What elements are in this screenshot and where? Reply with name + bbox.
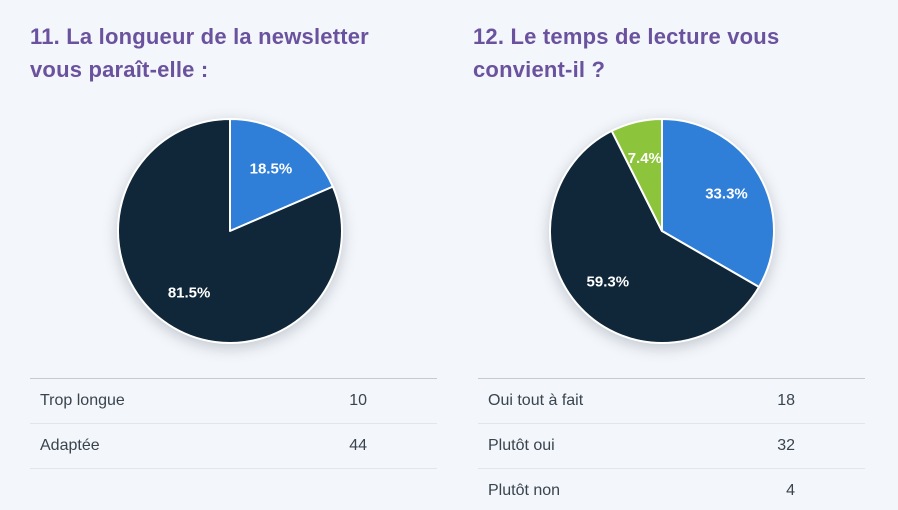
table-row: Oui tout à fait 18 [478,379,865,424]
question-11-table: Trop longue 10 Adaptée 44 [30,378,437,469]
pie-percent-label: 81.5% [168,285,211,302]
answer-count: 18 [777,392,795,409]
pie-percent-label: 7.4% [628,150,662,167]
pie-slice-plut-t-non [610,118,663,232]
question-11-pie-area: 18.5% 81.5% [0,111,449,351]
answer-count: 44 [349,437,367,454]
answer-count: 4 [786,482,795,499]
table-row: Plutôt oui 32 [478,424,865,469]
answer-label: Plutôt non [488,482,561,499]
answer-label: Adaptée [40,437,100,454]
question-12-pie-chart: 33.3% 59.3% 7.4% [549,118,775,344]
question-12-table: Oui tout à fait 18 Plutôt oui 32 Plutôt … [478,378,865,510]
table-row: Adaptée 44 [30,424,437,469]
answer-label: Trop longue [40,392,125,409]
answer-label: Oui tout à fait [488,392,584,409]
pie-percent-label: 33.3% [705,185,748,202]
pie-percent-label: 59.3% [587,274,630,291]
question-12-panel: 12. Le temps de lecture vous convient-il… [449,0,898,510]
pie-slice-oui-tout-fait [661,118,775,288]
answer-count: 32 [777,437,795,454]
question-11-pie-chart: 18.5% 81.5% [117,118,343,344]
table-row: Trop longue 10 [30,379,437,424]
question-11-title: 11. La longueur de la newsletter vous pa… [30,24,369,82]
pie-slice-trop-longue [229,118,334,232]
question-12-pie-area: 33.3% 59.3% 7.4% [449,111,898,351]
pie-slice-plut-t-oui [549,129,760,344]
table-row: Plutôt non 4 [478,469,865,510]
answer-label: Plutôt oui [488,437,555,454]
answer-count: 10 [349,392,367,409]
pie-slice-adapt-e [117,118,343,344]
question-12-title: 12. Le temps de lecture vous convient-il… [473,24,780,82]
question-11-panel: 11. La longueur de la newsletter vous pa… [0,24,449,469]
pie-percent-label: 18.5% [250,160,293,177]
